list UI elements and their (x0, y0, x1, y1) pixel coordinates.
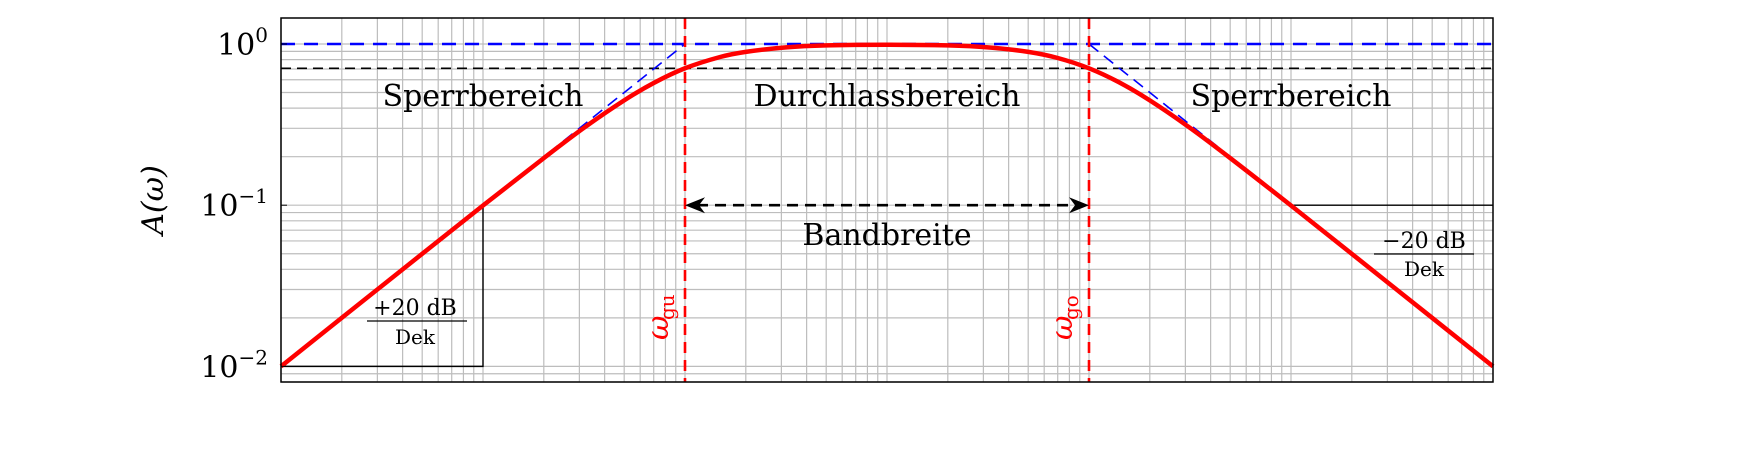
y-tick-exponent: −1 (239, 184, 268, 208)
label-bandwidth: Bandbreite (802, 218, 971, 253)
y-axis-label: A(ω) (136, 165, 171, 238)
omega-gu-label: ω gu (641, 294, 679, 340)
grid (280, 18, 1493, 383)
y-tick-base: 10 (217, 28, 255, 63)
slope-left-numerator: +20 dB (373, 296, 457, 321)
slope-right-denominator: Dek (1404, 257, 1445, 281)
label-stopband-left: Sperrbereich (383, 79, 584, 114)
arrowhead-right-icon (1069, 197, 1089, 214)
arrowhead-left-icon (685, 197, 705, 214)
plot-frame (280, 17, 1494, 383)
omega-gu-symbol: ω (641, 316, 676, 340)
y-tick-base: 10 (200, 350, 238, 385)
y-tick-label: 100 (217, 23, 268, 63)
label-stopband-right: Sperrbereich (1191, 79, 1392, 114)
slope-triangle-left (281, 205, 484, 368)
slope-left-denominator: Dek (395, 325, 436, 349)
label-passband: Durchlassbereich (754, 79, 1021, 114)
omega-go-symbol: ω (1045, 316, 1080, 340)
y-tick-label: 10−1 (200, 184, 268, 224)
curves (279, 18, 1495, 382)
frequency-response-curve (279, 42, 1495, 369)
omega-gu-subscript: gu (655, 294, 679, 320)
y-tick-base: 10 (200, 189, 238, 224)
y-tick-exponent: 0 (255, 23, 268, 47)
y-tick-label: 10−2 (200, 345, 268, 385)
y-tick-exponent: −2 (239, 345, 268, 369)
slope-right-numerator: −20 dB (1382, 229, 1466, 254)
omega-go-label: ω go (1045, 295, 1083, 340)
reference-lines (281, 67, 1493, 368)
omega-go-subscript: go (1059, 295, 1083, 320)
